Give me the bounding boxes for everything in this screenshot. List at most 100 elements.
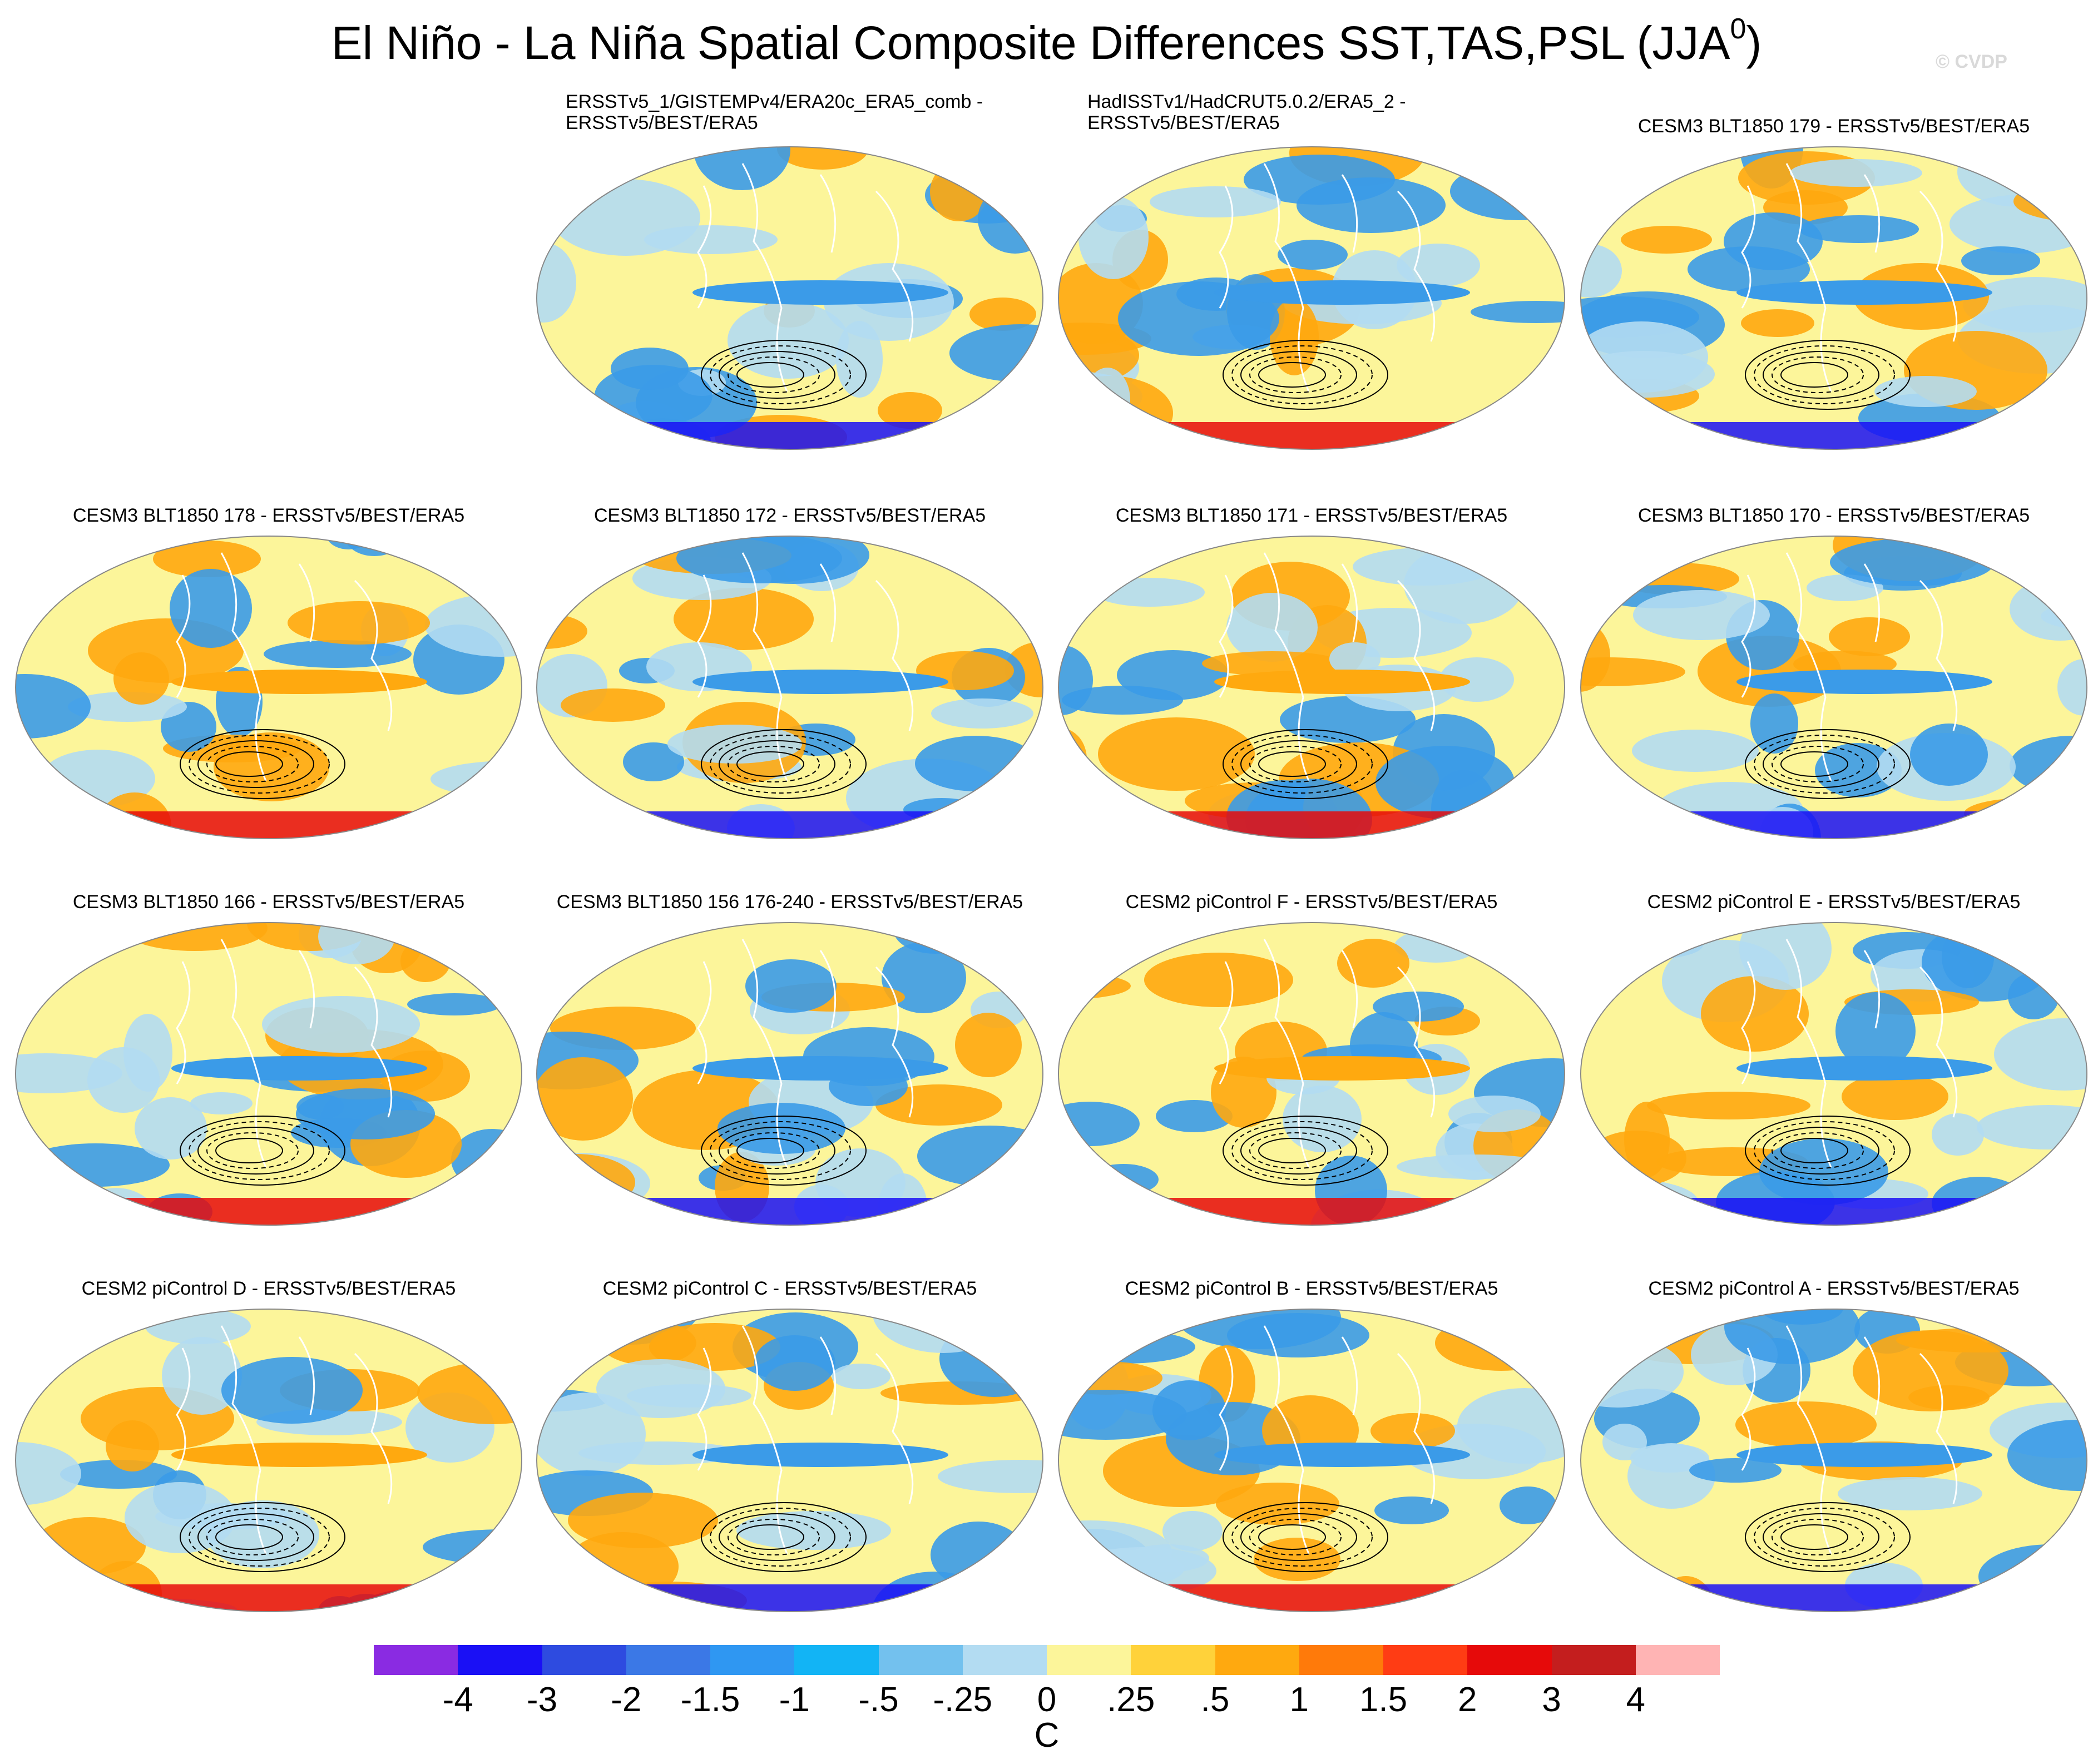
anomaly-patch <box>1283 1086 1362 1152</box>
figure-title: El Niño - La Niña Spatial Composite Diff… <box>331 13 1762 69</box>
coastline <box>819 174 837 253</box>
coastline <box>1863 174 1881 253</box>
antarctic-anomaly-strip <box>1659 422 2009 449</box>
anomaly-patch <box>459 536 522 552</box>
anomaly-patch <box>1701 976 1809 1052</box>
psl-contour <box>736 362 804 388</box>
psl-contour <box>1258 751 1326 777</box>
anomaly-patch <box>537 1588 567 1612</box>
coastline <box>298 950 315 1029</box>
anomaly-patch <box>1397 1154 1553 1179</box>
antarctic-anomaly-strip <box>1659 1584 2009 1612</box>
equatorial-anomaly-band <box>692 280 948 305</box>
psl-contour <box>728 746 820 782</box>
anomaly-patch <box>1790 159 1922 187</box>
anomaly-patch <box>596 1359 725 1418</box>
coastline <box>819 1336 837 1415</box>
anomaly-patch <box>1994 1018 2087 1091</box>
robinson-map <box>1580 922 2087 1226</box>
anomaly-patch <box>318 923 395 964</box>
robinson-map <box>536 536 1043 839</box>
anomaly-patch <box>1150 186 1281 217</box>
robinson-map <box>536 146 1043 450</box>
panel-title: CESM2 piControl B - ERSSTv5/BEST/ERA5 <box>1053 1278 1570 1334</box>
panel-title-line: CESM2 piControl F - ERSSTv5/BEST/ERA5 <box>1125 891 1498 913</box>
psl-contour <box>701 1116 867 1186</box>
map-outline <box>1580 922 2087 1226</box>
anomaly-patch <box>1838 1477 1982 1510</box>
anomaly-patch <box>1370 1413 1455 1449</box>
coastline <box>1397 579 1436 731</box>
colorbar-tick-label: -2 <box>611 1681 642 1719</box>
coastline <box>875 190 914 342</box>
psl-contour <box>1231 1121 1373 1180</box>
psl-contour <box>206 746 299 782</box>
colorbar-swatch <box>1551 1645 1636 1675</box>
psl-contour <box>197 740 314 788</box>
anomaly-patch <box>1602 1424 1647 1460</box>
anomaly-patch <box>955 1013 1022 1077</box>
anomaly-patch <box>1896 1328 2062 1352</box>
anomaly-patch <box>1471 301 1565 323</box>
panel-title-line: CESM3 BLT1850 171 - ERSSTv5/BEST/ERA5 <box>1115 505 1508 526</box>
colorbar-swatch <box>374 1645 458 1675</box>
psl-contour <box>1763 1127 1879 1175</box>
coastline <box>1397 1352 1436 1504</box>
coastline <box>1919 190 1958 342</box>
psl-contour <box>215 751 283 777</box>
anomaly-patch <box>611 348 689 390</box>
anomaly-patch <box>1647 1092 1810 1119</box>
panel-title: ERSSTv5_1/GISTEMPv4/ERA20c_ERA5_comb - ER… <box>566 91 1055 147</box>
psl-contour <box>1754 735 1895 794</box>
psl-contour <box>719 351 835 399</box>
robinson-map <box>1580 536 2087 839</box>
anomaly-patch <box>949 324 1043 382</box>
anomaly-patch <box>417 1362 522 1424</box>
psl-contour <box>180 729 345 799</box>
psl-contour <box>710 1508 851 1567</box>
anomaly-patch <box>1910 724 1988 786</box>
anomaly-patch <box>984 147 1043 185</box>
panel-title: CESM3 BLT1850 179 - ERSSTv5/BEST/ERA5 <box>1575 116 2092 171</box>
anomaly-patch <box>1095 578 1205 607</box>
coastline <box>697 1347 712 1471</box>
anomaly-patch <box>1581 244 1622 298</box>
map-panel: CESM2 piControl E - ERSSTv5/BEST/ERA5 <box>1575 859 2092 1226</box>
panel-title-line: ERSSTv5_1/GISTEMPv4/ERA20c_ERA5_comb - <box>566 91 983 112</box>
robinson-map <box>1058 536 1565 839</box>
colorbar-tick-label: .5 <box>1200 1681 1230 1719</box>
antarctic-anomaly-strip <box>1659 1198 2009 1225</box>
coastline <box>354 579 393 731</box>
coastline <box>1919 966 1958 1118</box>
psl-contour <box>1772 1519 1864 1555</box>
anomaly-patch <box>537 242 576 323</box>
map-panel: CESM3 BLT1850 171 - ERSSTv5/BEST/ERA5 <box>1053 473 1570 840</box>
psl-contour <box>736 1138 804 1163</box>
psl-contour <box>189 735 330 794</box>
anomaly-patch <box>288 601 430 645</box>
coastline <box>1263 1325 1310 1554</box>
colorbar-swatch <box>458 1645 542 1675</box>
anomaly-patch <box>988 419 1043 449</box>
coastline <box>220 939 267 1168</box>
coastline <box>220 552 267 781</box>
coastline <box>741 163 788 392</box>
equatorial-anomaly-band <box>1736 670 1992 694</box>
coastline <box>354 966 393 1118</box>
map-panel: ERSSTv5_1/GISTEMPv4/ERA20c_ERA5_comb - ER… <box>531 83 1048 450</box>
psl-contour <box>1745 729 1911 799</box>
colorbar-tick-label: 4 <box>1626 1681 1645 1719</box>
coastline <box>1219 185 1234 309</box>
psl-contour <box>1240 1127 1357 1175</box>
anomaly-patch <box>125 1482 236 1553</box>
anomaly-patch <box>1581 1165 1604 1207</box>
psl-contour <box>728 1132 820 1169</box>
coastline <box>1397 966 1436 1118</box>
map-outline <box>1580 536 2087 839</box>
coastline <box>354 1352 393 1504</box>
coastline <box>875 1352 914 1504</box>
panel-title: CESM2 piControl D - ERSSTv5/BEST/ERA5 <box>10 1278 527 1334</box>
anomaly-patch <box>1202 651 1342 676</box>
anomaly-patch <box>1724 1309 1860 1364</box>
anomaly-patch <box>623 742 684 781</box>
